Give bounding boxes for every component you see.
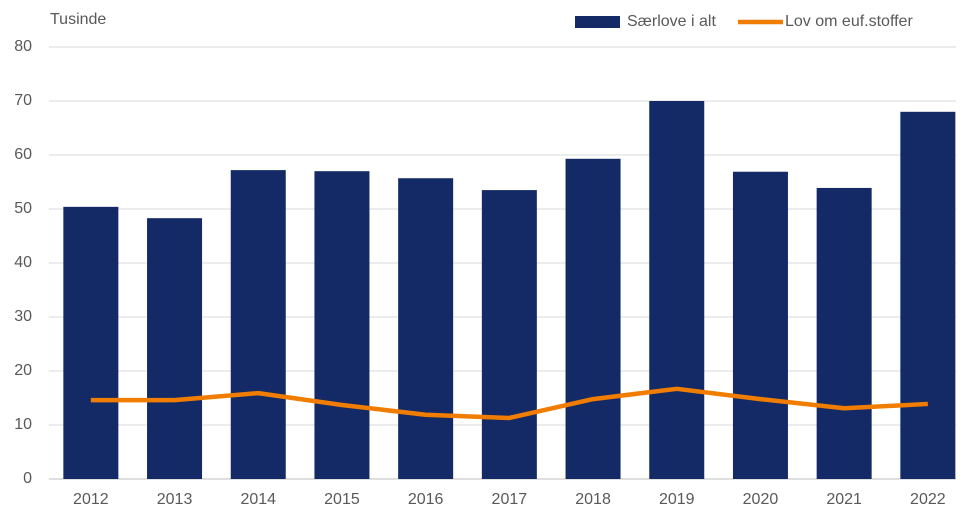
- y-axis-label: Tusinde: [50, 11, 106, 28]
- bar: [565, 158, 621, 479]
- bar: [481, 190, 537, 479]
- y-tick-label: 0: [23, 470, 32, 487]
- y-tick-label: 60: [14, 146, 32, 163]
- x-tick-label: 2022: [910, 491, 946, 508]
- y-tick-label: 80: [14, 38, 32, 55]
- y-tick-label: 30: [14, 308, 32, 325]
- y-tick-label: 10: [14, 416, 32, 433]
- x-tick-label: 2019: [659, 491, 695, 508]
- x-tick-label: 2013: [157, 491, 193, 508]
- y-tick-label: 70: [14, 92, 32, 109]
- y-tick-label: 40: [14, 254, 32, 271]
- x-tick-label: 2012: [73, 491, 109, 508]
- x-tick-label: 2015: [324, 491, 360, 508]
- x-tick-label: 2017: [492, 491, 528, 508]
- y-tick-label: 50: [14, 200, 32, 217]
- bar: [314, 171, 370, 479]
- line: [90, 386, 928, 421]
- x-tick-label: 2020: [743, 491, 779, 508]
- legend-label: Lov om euf.stoffer: [785, 13, 913, 30]
- y-tick-label: 20: [14, 362, 32, 379]
- bar: [649, 101, 705, 479]
- x-tick-label: 2014: [240, 491, 276, 508]
- x-tick-label: 2016: [408, 491, 444, 508]
- legend-swatch: [575, 16, 620, 28]
- bar: [398, 178, 454, 479]
- bar: [230, 170, 286, 479]
- legend-label: Særlove i alt: [627, 13, 716, 30]
- bar: [816, 187, 872, 479]
- x-tick-label: 2021: [826, 491, 862, 508]
- x-tick-label: 2018: [575, 491, 611, 508]
- bar: [63, 206, 119, 479]
- bar: [732, 171, 788, 480]
- bar: [147, 218, 203, 479]
- bar: [900, 111, 956, 480]
